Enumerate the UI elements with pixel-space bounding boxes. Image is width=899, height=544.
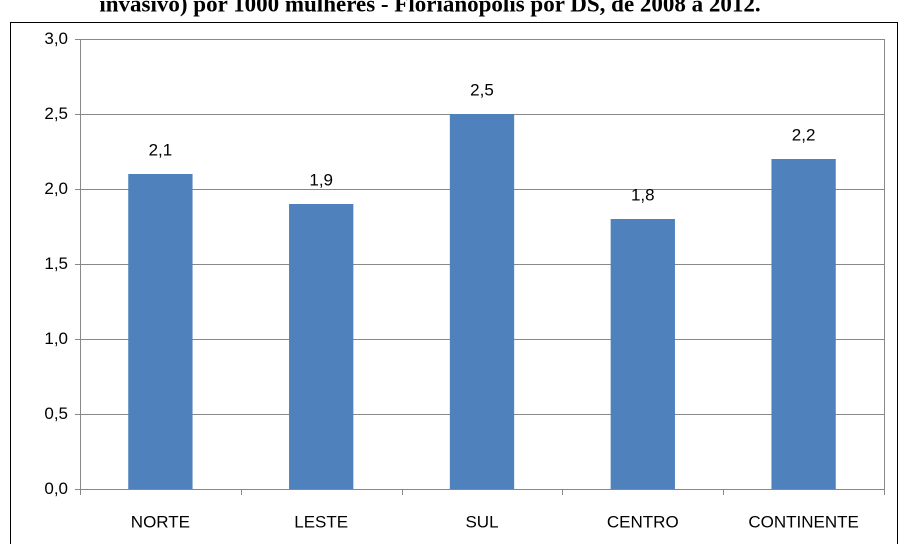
x-tick-label: SUL (465, 512, 498, 531)
chart-border (10, 22, 898, 544)
y-tick-label: 0,5 (44, 404, 68, 423)
y-tick-label: 1,5 (44, 254, 68, 273)
data-label: 1,9 (309, 170, 333, 189)
data-label: 2,5 (470, 80, 494, 99)
x-tick-label: CENTRO (607, 512, 679, 531)
bar (771, 159, 836, 489)
x-tick-label: CONTINENTE (748, 512, 859, 531)
bar (128, 174, 193, 489)
x-tick-label: NORTE (131, 512, 190, 531)
y-tick-label: 2,0 (44, 179, 68, 198)
bar (449, 114, 515, 489)
data-label: 2,2 (792, 125, 816, 144)
y-tick-label: 0,0 (44, 479, 68, 498)
x-tick-label: LESTE (294, 512, 348, 531)
data-label: 2,1 (149, 140, 173, 159)
y-tick-label: 3,0 (44, 29, 68, 48)
bar (610, 219, 675, 489)
bar (289, 204, 354, 489)
y-tick-label: 2,5 (44, 104, 68, 123)
data-label: 1,8 (631, 185, 655, 204)
chart-title: invasivo) por 1000 mulheres - Florianópo… (99, 0, 760, 16)
y-tick-label: 1,0 (44, 329, 68, 348)
